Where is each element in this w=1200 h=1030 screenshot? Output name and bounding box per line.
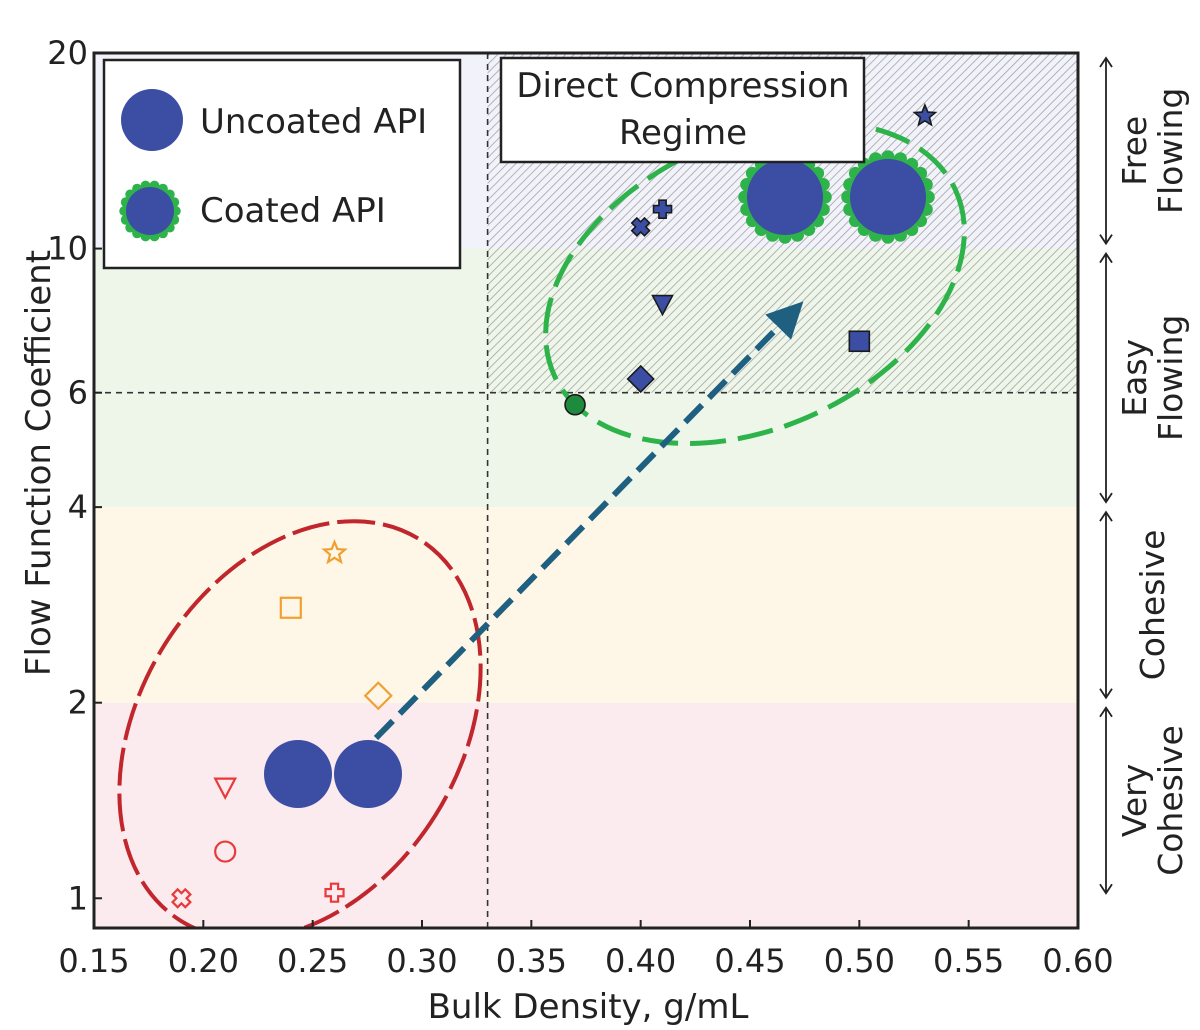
flow-region-label-line2: Cohesive xyxy=(1151,725,1190,876)
x-axis-ticks: 0.15 0.20 0.25 0.30 0.35 0.40 0.45 0.50 0.55 0.60 xyxy=(58,920,1114,980)
legend: Uncoated API Coated API xyxy=(102,58,462,270)
y-tick-label: 10 xyxy=(47,230,88,268)
data-point-circle xyxy=(564,393,586,416)
data-point-triangle-down xyxy=(213,777,238,801)
y-tick-label: 2 xyxy=(68,684,88,722)
data-point-triangle-down xyxy=(651,294,674,317)
arrowhead-up xyxy=(1099,56,1113,68)
uncoated-group-ellipse xyxy=(117,519,483,928)
plot-frame xyxy=(92,51,1080,930)
flow-band xyxy=(94,507,1078,703)
data-point-square xyxy=(279,596,302,619)
data-point-square xyxy=(848,330,871,353)
coated-legend-marker xyxy=(119,180,181,242)
x-tick-label: 0.20 xyxy=(168,942,239,980)
data-point-x xyxy=(171,887,192,909)
arrowhead-up xyxy=(1099,251,1113,264)
flow-region-label-line1: Free xyxy=(1115,116,1154,186)
flow-region-label-line2: Flowing xyxy=(1151,88,1190,214)
y-axis-ticks: 1 2 4 6 10 20 xyxy=(47,34,102,917)
flow-region-label-line2: Flowing xyxy=(1151,315,1190,441)
uncoated-particle xyxy=(334,740,402,808)
uncoated-particle xyxy=(264,740,332,808)
arrowhead-down xyxy=(1099,492,1113,504)
coated-particle xyxy=(841,150,935,244)
y-axis-title: Flow Function Coefficient xyxy=(19,250,59,676)
direct-compression-box xyxy=(499,56,866,164)
x-tick-label: 0.50 xyxy=(824,942,895,980)
flow-region-label: Cohesive xyxy=(1133,530,1172,681)
x-tick-label: 0.60 xyxy=(1042,942,1113,980)
arrowhead-down xyxy=(1099,688,1113,700)
y-tick-label: 20 xyxy=(47,34,88,72)
particle-illustrations xyxy=(264,150,935,808)
data-point-plus xyxy=(324,882,345,903)
x-tick-label: 0.25 xyxy=(277,942,348,980)
y-tick-label: 6 xyxy=(68,374,88,412)
coated-legend-particle xyxy=(119,180,181,242)
data-point-plus xyxy=(652,199,673,219)
flow-region-label-line1: Easy xyxy=(1115,339,1154,417)
coating-shift-arrow xyxy=(373,301,804,741)
data-point-x xyxy=(630,216,651,237)
direct-compression-label: Direct Compression Regime xyxy=(499,56,866,164)
flow-region-labels: VeryCohesiveCohesiveEasyFlowingFreeFlowi… xyxy=(1099,56,1190,895)
arrowhead-down xyxy=(1099,234,1113,246)
x-tick-label: 0.40 xyxy=(605,942,676,980)
x-tick-label: 0.30 xyxy=(386,942,457,980)
arrowhead-up xyxy=(1099,706,1113,718)
flow-region-label-line1: Very xyxy=(1115,764,1154,837)
legend-label-coated: Coated API xyxy=(200,191,386,231)
flow-band xyxy=(94,702,1078,928)
uncoated-legend-marker xyxy=(121,89,183,151)
x-tick-label: 0.35 xyxy=(496,942,567,980)
data-point-star xyxy=(321,539,348,565)
x-tick-label: 0.45 xyxy=(714,942,785,980)
y-tick-label: 1 xyxy=(68,879,88,917)
data-point-circle xyxy=(214,840,237,863)
data-point-star xyxy=(912,102,938,127)
arrowhead-down xyxy=(1099,883,1113,895)
data-point-diamond xyxy=(363,681,393,711)
x-tick-label: 0.55 xyxy=(933,942,1004,980)
data-point-diamond xyxy=(626,364,655,394)
x-tick-label: 0.15 xyxy=(58,942,129,980)
x-axis-title: Bulk Density, g/mL xyxy=(428,987,749,1027)
direct-compression-label-line2: Regime xyxy=(619,113,747,153)
direct-compression-label-line1: Direct Compression xyxy=(516,66,849,106)
y-tick-label: 4 xyxy=(68,488,88,526)
arrowhead-up xyxy=(1099,510,1113,522)
legend-label-uncoated: Uncoated API xyxy=(200,102,427,142)
flow-region-label-line1: Cohesive xyxy=(1133,530,1172,681)
